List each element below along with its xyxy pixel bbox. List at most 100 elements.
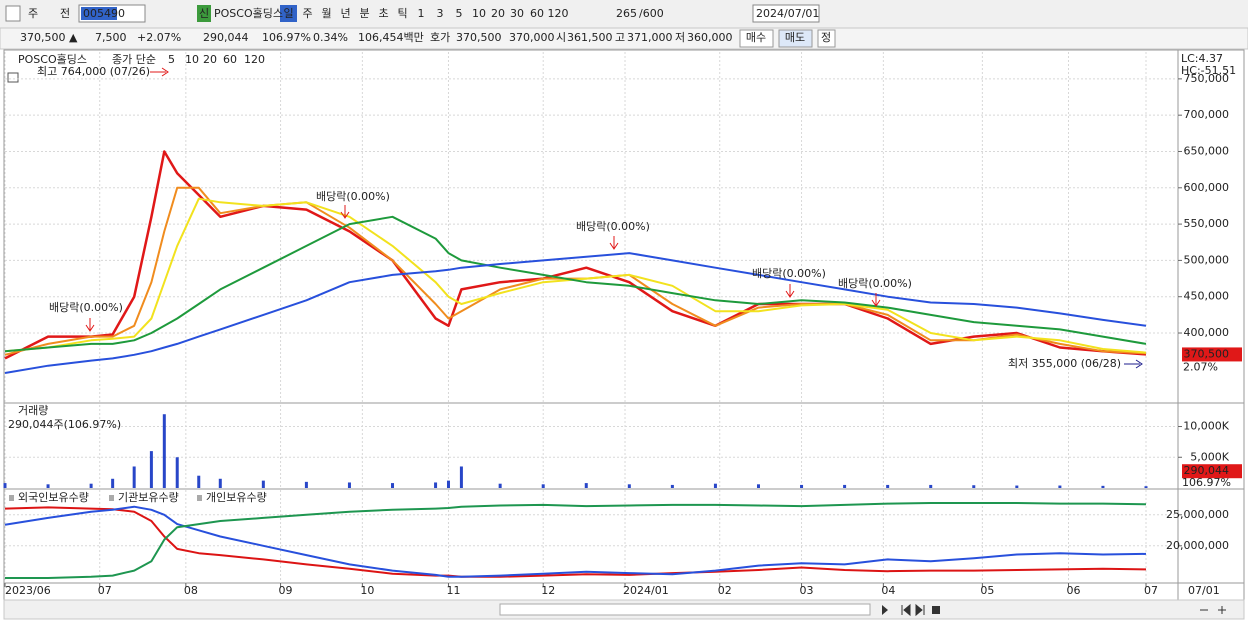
volume-bar <box>498 483 502 488</box>
zoom-button[interactable] <box>1200 606 1226 614</box>
period-button: 틱 <box>397 7 407 20</box>
date-input[interactable] <box>752 4 820 23</box>
annotation: 배당락(0.00%) <box>752 267 826 280</box>
legend-swatch <box>109 495 114 501</box>
volume-bar <box>459 466 463 488</box>
volume-bar <box>46 484 50 488</box>
annotation: 최저 355,000 (06/28) <box>1008 357 1121 370</box>
chart-frame <box>3 49 1245 601</box>
volume-bar <box>1144 486 1148 488</box>
sell-label: 매도 <box>785 31 805 44</box>
y-tick-label: 700,000 <box>1184 108 1230 121</box>
scroll-thumb[interactable] <box>499 603 871 616</box>
correct-button[interactable] <box>817 29 836 48</box>
scroll-button[interactable] <box>882 605 888 615</box>
sell-button[interactable] <box>778 29 813 48</box>
annotation: 배당락(0.00%) <box>838 277 912 290</box>
volume-bar <box>162 414 166 488</box>
y-tick-label: 20,000,000 <box>1166 539 1229 552</box>
info-ask: 370,500 <box>456 31 502 44</box>
volume-bar <box>197 475 201 488</box>
info-quote-label: 호가 <box>430 31 450 44</box>
volume-bar <box>670 484 674 488</box>
legend-swatch <box>9 495 14 501</box>
annotation-arrow <box>150 67 169 77</box>
scroll-button[interactable] <box>932 606 940 614</box>
volume-bar <box>391 483 395 488</box>
info-bar-bg <box>0 27 1248 50</box>
volume-bar <box>89 483 93 488</box>
legend-entry: 5 <box>168 53 175 66</box>
x-tick-label: 12 <box>541 584 555 597</box>
period-button: 주 <box>302 7 312 20</box>
x-tick-label: 11 <box>446 584 460 597</box>
x-tick-label: 2024/01 <box>623 584 669 597</box>
y-tick-label: 10,000K <box>1183 420 1229 433</box>
legend-entry: 20 <box>203 53 217 66</box>
indicator: LC:4.37 <box>1181 52 1223 65</box>
y-tick-label: 600,000 <box>1184 181 1230 194</box>
interval-button: 5 <box>456 7 463 20</box>
info-price: 370,500 ▲ <box>20 31 78 44</box>
scroll-button[interactable] <box>915 603 925 617</box>
annotation: 배당락(0.00%) <box>576 220 650 233</box>
volume-bar <box>886 484 890 488</box>
interval-button: 120 <box>548 7 569 20</box>
table-icon[interactable] <box>7 72 19 83</box>
menu-icon[interactable] <box>5 5 21 22</box>
x-tick-label: 08 <box>184 584 198 597</box>
period-button: 초 <box>378 7 388 20</box>
volume-bar <box>3 483 7 488</box>
info-open-label: 시 <box>556 31 566 44</box>
volume-bar <box>304 481 308 488</box>
info-high: 371,000 <box>627 31 673 44</box>
series-line <box>4 150 1147 360</box>
legend-entry: 10 <box>185 53 199 66</box>
stock-code: 005490 <box>83 7 125 20</box>
info-amount: 106,454백만 <box>358 31 424 44</box>
badge-bg <box>197 5 211 22</box>
legend-entry: 기관보유수량 <box>118 491 179 504</box>
period-selected[interactable] <box>280 5 297 22</box>
dividend-marker <box>85 318 95 332</box>
y-tick-label: 750,000 <box>1184 72 1230 85</box>
info-low-label: 저 <box>675 31 685 44</box>
volume-bar <box>261 480 265 488</box>
buy-button[interactable] <box>739 29 774 48</box>
volume-bar <box>713 483 717 488</box>
period-button: 분 <box>359 7 369 20</box>
dividend-marker <box>340 205 350 219</box>
info-volume: 290,044 <box>203 31 249 44</box>
volume-bar <box>800 484 804 488</box>
chart-subtitle: 290,044주(106.97%) <box>8 418 121 431</box>
scroll-buttons <box>882 603 1226 617</box>
y-tick-label: 25,000,000 <box>1166 508 1229 521</box>
correct-label: 정 <box>821 31 831 44</box>
axis-end-label: 07/01 <box>1188 584 1220 597</box>
series-line <box>4 197 1147 354</box>
last-change: 2.07% <box>1183 360 1218 373</box>
stock-name: POSCO홀딩스 <box>214 7 283 20</box>
volume-bar <box>843 484 847 488</box>
volume-bar <box>132 466 136 488</box>
last-volume: 290,044 <box>1184 464 1230 477</box>
y-tick-label: 400,000 <box>1184 326 1230 339</box>
count-max: /600 <box>639 7 664 20</box>
market-select: 주 <box>28 7 38 20</box>
volume-bar <box>1058 485 1062 488</box>
info-bid: 370,000 <box>509 31 555 44</box>
series-line <box>5 502 1147 579</box>
chart-title: 거래량 <box>18 404 48 417</box>
volume-bar <box>347 482 351 488</box>
chart-subtitle: 종가 단순 <box>112 53 156 66</box>
x-tick-label: 07 <box>98 584 112 597</box>
volume-bar <box>218 478 222 488</box>
scroll-button[interactable] <box>901 603 911 617</box>
legend-entry: 60 <box>223 53 237 66</box>
x-tick-label: 06 <box>1066 584 1080 597</box>
legend-entry: 외국인보유수량 <box>18 491 89 504</box>
x-tick-label: 04 <box>881 584 895 597</box>
info-low: 360,000 <box>687 31 733 44</box>
volume-bar <box>434 482 438 488</box>
